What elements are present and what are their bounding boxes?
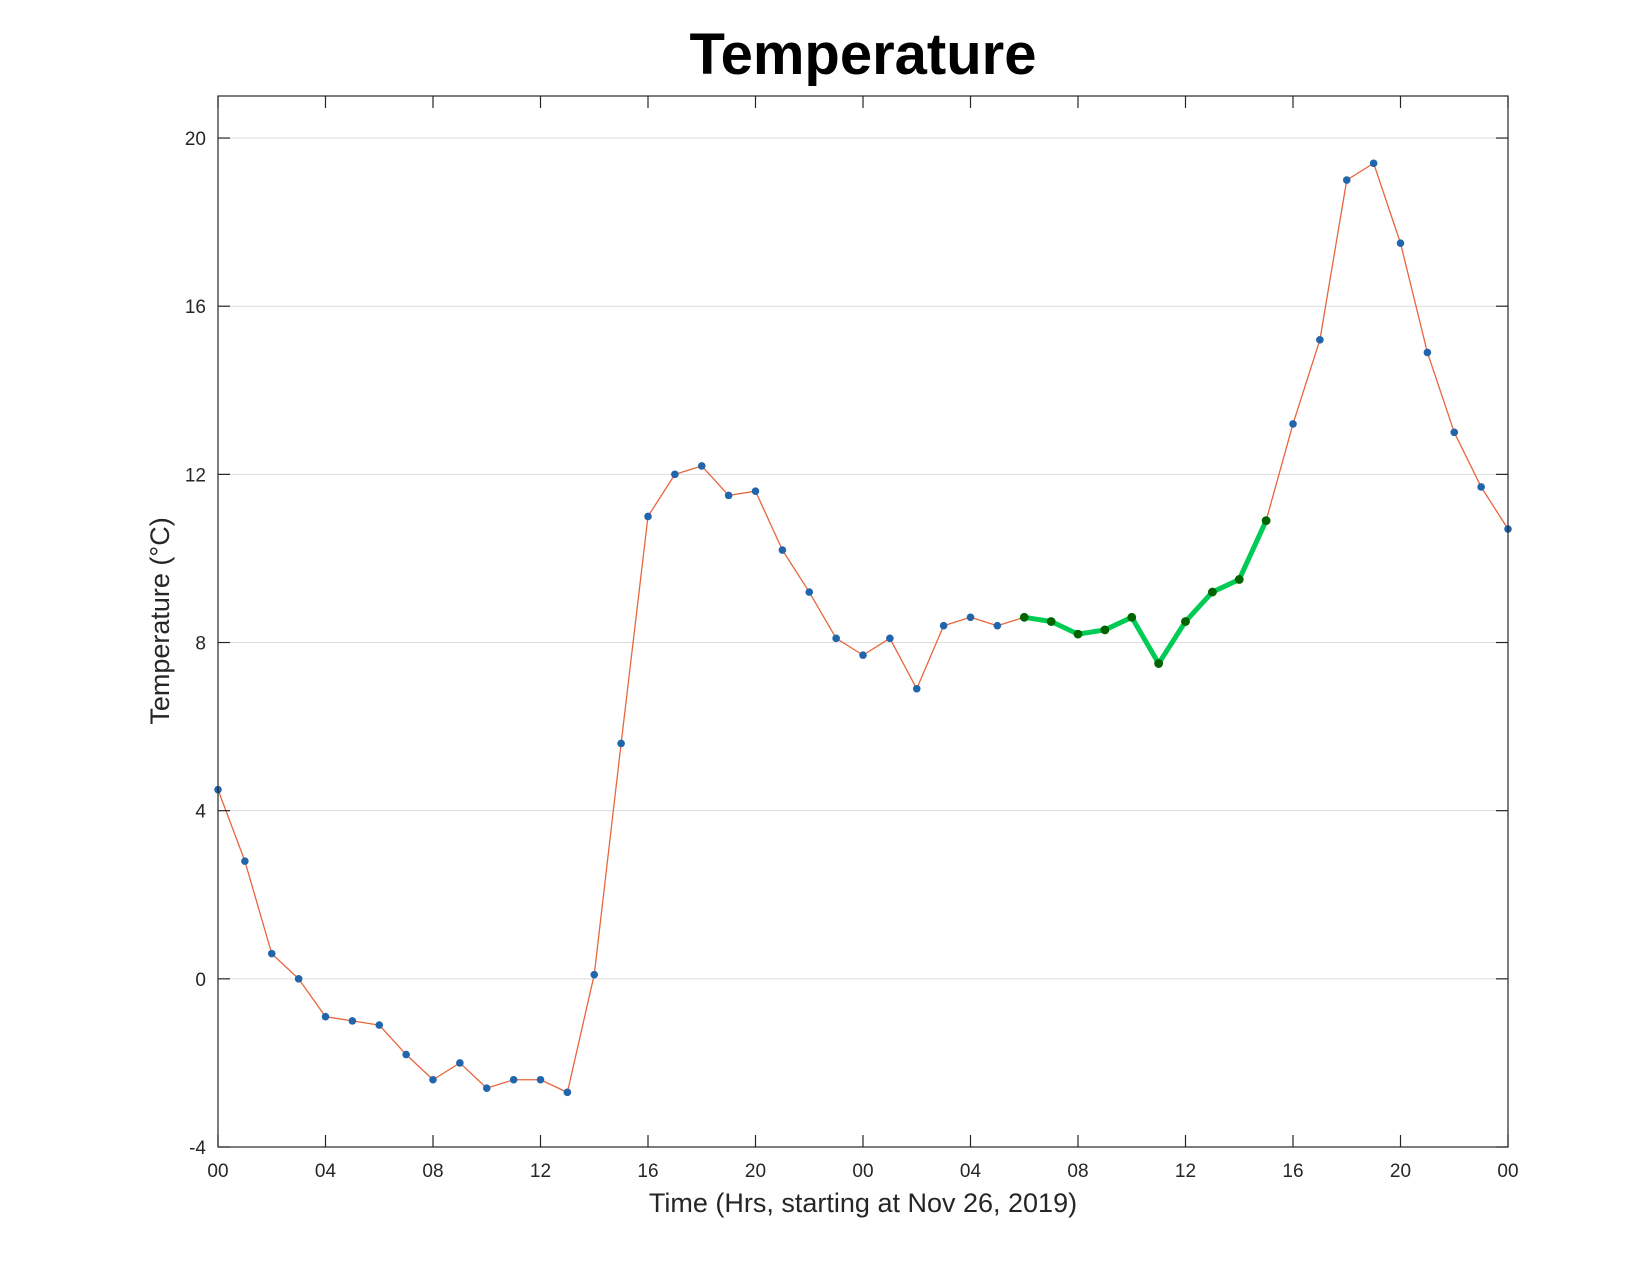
series-1-point xyxy=(1127,612,1137,622)
y-tick-label: 4 xyxy=(195,802,206,823)
series-0-point xyxy=(1289,420,1297,428)
x-tick-label: 00 xyxy=(1497,1161,1518,1182)
x-tick-label: 16 xyxy=(637,1161,658,1182)
series-0-point xyxy=(509,1075,518,1084)
x-tick-label: 12 xyxy=(1175,1161,1196,1182)
series-0-point xyxy=(241,857,249,865)
series-0-point xyxy=(563,1088,572,1097)
x-tick-label: 04 xyxy=(315,1161,337,1182)
series-0-point xyxy=(1396,239,1405,247)
series-layer xyxy=(214,159,1512,1097)
y-tick-label: 20 xyxy=(185,129,206,150)
series-0-point xyxy=(832,634,840,643)
series-0-point xyxy=(966,613,975,622)
series-1-point xyxy=(1261,516,1271,525)
series-0-point xyxy=(348,1017,357,1025)
series-0-point xyxy=(697,462,706,470)
series-0-point xyxy=(456,1059,464,1067)
series-0-point xyxy=(859,651,867,659)
chart-title: Temperature xyxy=(689,22,1036,87)
series-0-point xyxy=(1316,336,1324,344)
series-0-point xyxy=(1450,428,1459,437)
y-tick-label: -4 xyxy=(189,1138,206,1159)
series-1-line xyxy=(1023,519,1269,667)
series-1-point xyxy=(1234,575,1244,584)
series-0-point xyxy=(482,1084,491,1092)
x-tick-label: 04 xyxy=(960,1161,982,1182)
series-1-point xyxy=(1154,659,1164,668)
series-0-point xyxy=(402,1050,410,1059)
x-tick-label: 00 xyxy=(207,1161,228,1182)
y-axis-label: Temperature (°C) xyxy=(145,517,175,724)
series-0-point xyxy=(644,512,652,521)
series-0-point xyxy=(1369,159,1378,168)
series-1-point xyxy=(1181,617,1190,626)
x-axis-label: Time (Hrs, starting at Nov 26, 2019) xyxy=(649,1188,1077,1218)
series-0-point xyxy=(805,588,814,596)
series-0-point xyxy=(267,949,276,958)
series-0-point xyxy=(671,470,679,479)
series-0-point xyxy=(1477,483,1485,491)
series-0-point xyxy=(429,1075,437,1084)
series-0-point xyxy=(1423,348,1432,357)
series-1-point xyxy=(1073,629,1083,639)
series-0-point xyxy=(1342,176,1351,184)
y-tick-label: 8 xyxy=(195,634,206,655)
x-tick-label: 20 xyxy=(1390,1161,1411,1182)
series-0-point xyxy=(724,491,733,500)
series-0-point xyxy=(912,684,921,693)
series-1-point xyxy=(1019,612,1029,622)
series-1-point xyxy=(1207,587,1217,597)
grid-layer xyxy=(218,137,1508,980)
series-0-point xyxy=(751,487,760,495)
series-0-point xyxy=(886,634,894,643)
series-0-point xyxy=(939,621,948,630)
series-1-point xyxy=(1046,617,1056,626)
series-0-point xyxy=(778,546,787,554)
series-0-line xyxy=(217,162,1509,1093)
series-1-point xyxy=(1100,625,1110,635)
series-0-point xyxy=(321,1012,330,1021)
y-tick-label: 16 xyxy=(185,297,206,318)
plot-area-frame xyxy=(217,95,1509,1148)
series-0-point xyxy=(590,970,599,979)
x-tick-label: 08 xyxy=(422,1161,443,1182)
series-0-point xyxy=(294,975,303,983)
y-tick-label: 0 xyxy=(195,970,206,991)
x-tick-label: 20 xyxy=(745,1161,766,1182)
x-tick-label: 08 xyxy=(1067,1161,1088,1182)
y-tick-label: 12 xyxy=(185,465,206,486)
x-tick-label: 16 xyxy=(1282,1161,1303,1182)
series-0-point xyxy=(617,739,625,748)
x-tick-label: 00 xyxy=(852,1161,873,1182)
x-tick-label: 12 xyxy=(530,1161,551,1182)
series-0-point xyxy=(993,621,1002,630)
series-0-point xyxy=(536,1075,545,1084)
series-0-point xyxy=(375,1021,384,1029)
